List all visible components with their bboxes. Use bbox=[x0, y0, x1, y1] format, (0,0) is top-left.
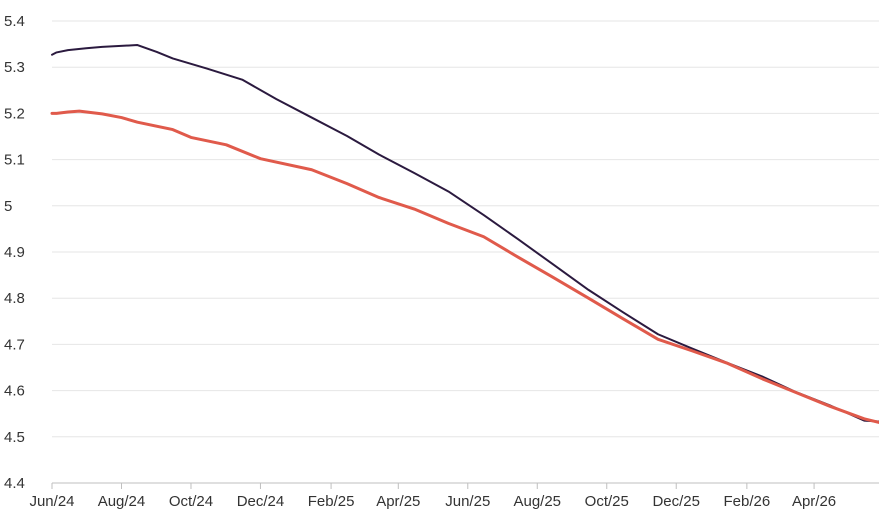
series-line-1 bbox=[51, 44, 879, 423]
y-axis: 4.4 4.5 4.6 4.7 4.8 4.9 5 5.1 5.2 5.3 5.4 bbox=[4, 13, 25, 492]
y-tick-label: 5 bbox=[4, 198, 12, 215]
series-lines bbox=[50, 44, 879, 424]
y-tick-label: 4.7 bbox=[4, 336, 25, 353]
x-tick-label: Apr/26 bbox=[792, 493, 836, 510]
x-tick-label: Dec/24 bbox=[237, 493, 285, 510]
x-tick-label: Feb/25 bbox=[308, 493, 355, 510]
gridlines bbox=[52, 20, 879, 438]
x-tick-label: Jun/24 bbox=[29, 493, 74, 510]
x-tick-label: Dec/25 bbox=[652, 493, 700, 510]
x-tick-label: Feb/26 bbox=[724, 493, 771, 510]
x-tick-label: Aug/25 bbox=[513, 493, 561, 510]
series-line-2 bbox=[50, 109, 879, 424]
x-tick-label: Oct/25 bbox=[585, 493, 629, 510]
x-axis: Jun/24 Aug/24 Oct/24 Dec/24 Feb/25 Apr/25 Jun/… bbox=[29, 482, 879, 510]
y-tick-label: 4.8 bbox=[4, 290, 25, 307]
y-tick-label: 4.5 bbox=[4, 429, 25, 446]
x-tick-label: Oct/24 bbox=[169, 493, 213, 510]
y-tick-label: 5.1 bbox=[4, 152, 25, 169]
y-tick-label: 5.3 bbox=[4, 59, 25, 76]
y-tick-label: 5.4 bbox=[4, 13, 25, 30]
y-tick-label: 4.4 bbox=[4, 475, 25, 492]
y-tick-label: 4.9 bbox=[4, 244, 25, 261]
y-tick-label: 4.6 bbox=[4, 383, 25, 400]
x-tick-label: Aug/24 bbox=[98, 493, 146, 510]
x-tick-label: Jun/25 bbox=[445, 493, 490, 510]
y-tick-label: 5.2 bbox=[4, 105, 25, 122]
x-tick-label: Apr/25 bbox=[376, 493, 420, 510]
